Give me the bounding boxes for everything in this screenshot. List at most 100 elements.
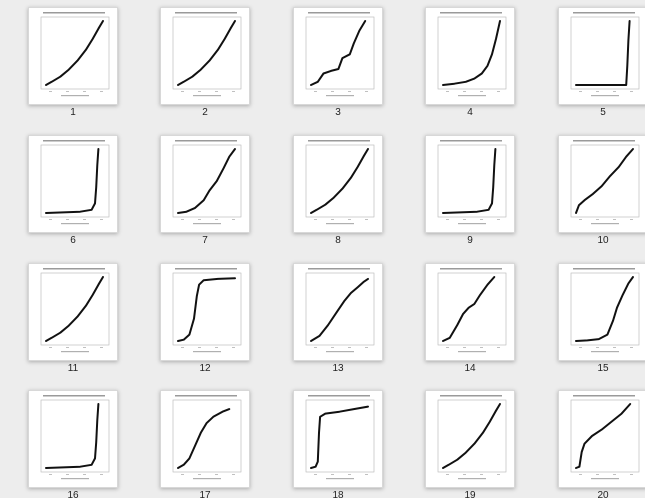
plot-thumbnail[interactable] [558,263,645,361]
thumbnail-item[interactable]: 15 [545,263,645,385]
plot-thumbnail[interactable] [293,135,383,233]
plot-title-text [175,140,237,142]
x-tick-label [215,219,218,220]
plot-thumbnail[interactable] [293,7,383,105]
thumbnail-item[interactable]: 20 [545,390,645,498]
x-tick-label [181,347,184,348]
plot-title-text [43,12,105,14]
thumbnail-label: 6 [70,235,76,246]
x-tick-label [66,91,69,92]
thumbnail-label: 17 [199,490,211,498]
plot-title-text [308,268,370,270]
plot-thumbnail[interactable] [293,390,383,488]
plot-curve [442,403,501,469]
x-tick-label [348,474,351,475]
thumbnail-item[interactable]: 14 [412,263,544,385]
plot-thumbnail[interactable] [425,390,515,488]
plot-thumbnail[interactable] [28,7,118,105]
x-tick-label [49,219,52,220]
thumbnail-item[interactable]: 13 [280,263,412,385]
x-tick-label [331,219,334,220]
x-axis-label [61,223,89,225]
plot-thumbnail[interactable] [425,135,515,233]
x-tick-label [365,474,368,475]
plot-preview [437,395,507,480]
thumbnail-item[interactable]: 16 [15,390,147,498]
thumbnail-item[interactable]: 17 [147,390,279,498]
plot-preview [172,395,242,480]
plot-thumbnail[interactable] [425,263,515,361]
plot-title-text [308,395,370,397]
plot-title-text [573,12,635,14]
plot-curve [45,148,100,214]
plot-thumbnail[interactable] [28,263,118,361]
x-axis-label [61,478,89,480]
thumbnail-item[interactable]: 19 [412,390,544,498]
plot-title-text [175,12,237,14]
plot-frame [570,399,640,473]
thumbnail-label: 14 [464,363,476,374]
plot-preview [437,140,507,225]
thumbnail-item[interactable]: 1 [15,7,147,129]
x-axis-label [326,351,354,353]
thumbnail-label: 13 [332,363,344,374]
thumbnail-item[interactable]: 8 [280,135,412,257]
x-tick-label [83,347,86,348]
x-axis-label [326,95,354,97]
thumbnail-label: 7 [202,235,208,246]
x-tick-label [83,219,86,220]
x-tick-label [181,219,184,220]
plot-preview [40,12,110,97]
x-tick-label [596,474,599,475]
thumbnail-item[interactable]: 2 [147,7,279,129]
plot-frame [570,16,640,90]
plot-thumbnail[interactable] [558,390,645,488]
plot-frame [40,272,110,346]
x-tick-label [198,91,201,92]
x-axis-label [458,223,486,225]
plot-title-text [440,268,502,270]
thumbnail-item[interactable]: 9 [412,135,544,257]
thumbnail-item[interactable]: 10 [545,135,645,257]
x-axis-label [61,351,89,353]
thumbnail-item[interactable]: 4 [412,7,544,129]
thumbnail-label: 9 [467,235,473,246]
plot-preview [570,140,640,225]
plot-thumbnail[interactable] [558,7,645,105]
x-tick-label [181,474,184,475]
plot-thumbnail[interactable] [425,7,515,105]
plot-thumbnail[interactable] [293,263,383,361]
x-tick-label [348,91,351,92]
plot-thumbnail[interactable] [160,263,250,361]
x-axis-label [458,351,486,353]
x-tick-label [613,347,616,348]
thumbnail-item[interactable]: 12 [147,263,279,385]
plot-thumbnail[interactable] [160,390,250,488]
x-tick-label [365,219,368,220]
thumbnail-label: 19 [464,490,476,498]
x-tick-label [579,91,582,92]
thumbnail-label: 5 [600,107,606,118]
x-tick-label [579,474,582,475]
plot-thumbnail[interactable] [558,135,645,233]
x-tick-label [446,474,449,475]
plot-frame [40,16,110,90]
plot-thumbnail[interactable] [28,390,118,488]
x-tick-label [215,91,218,92]
plot-thumbnail[interactable] [160,135,250,233]
x-tick-label [66,347,69,348]
plot-thumbnail[interactable] [160,7,250,105]
x-tick-label [83,91,86,92]
thumbnail-item[interactable]: 3 [280,7,412,129]
thumbnail-item[interactable]: 5 [545,7,645,129]
thumbnail-item[interactable]: 11 [15,263,147,385]
thumbnail-item[interactable]: 18 [280,390,412,498]
thumbnail-item[interactable]: 6 [15,135,147,257]
x-tick-label [480,91,483,92]
plot-preview [40,395,110,480]
thumbnail-item[interactable]: 7 [147,135,279,257]
x-tick-label [49,91,52,92]
plot-thumbnail[interactable] [28,135,118,233]
plot-frame [172,144,242,218]
thumbnail-label: 4 [467,107,473,118]
